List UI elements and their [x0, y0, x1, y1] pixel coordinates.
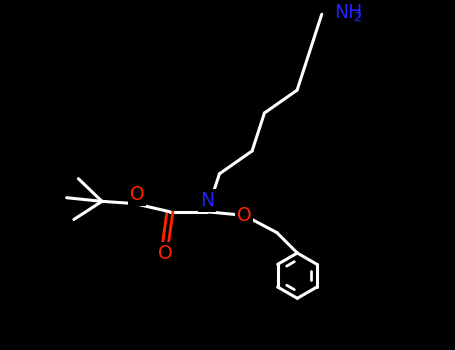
Text: O: O	[130, 185, 144, 204]
Text: O: O	[237, 206, 252, 225]
Text: 2: 2	[354, 11, 363, 24]
Text: NH: NH	[334, 2, 363, 21]
Text: O: O	[158, 244, 173, 263]
Text: N: N	[200, 191, 214, 210]
